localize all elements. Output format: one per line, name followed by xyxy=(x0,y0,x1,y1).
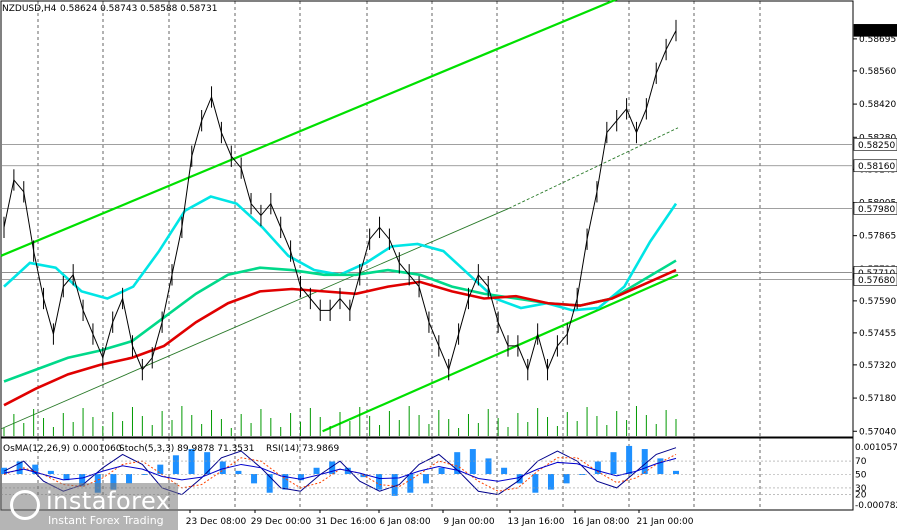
level-label-box xyxy=(853,159,897,173)
y-tick-label: 0.58420 xyxy=(859,100,896,110)
osma-bar xyxy=(63,474,70,481)
price-path xyxy=(3,30,677,372)
x-tick-label: 29 Dec 00:00 xyxy=(251,517,312,527)
osma-bar xyxy=(157,464,164,474)
x-tick-label: 21 Jan 00:00 xyxy=(637,517,694,527)
osma-bar xyxy=(407,474,414,493)
rsi-label: RSI(14) 73.9869 xyxy=(266,444,339,454)
osma-bar xyxy=(235,470,242,474)
main-grid xyxy=(37,1,761,437)
x-tick-label: 23 Dec 08:00 xyxy=(186,517,247,527)
price-axis: 0.570400.571800.573200.574550.575900.577… xyxy=(853,35,896,437)
instaforex-logo-icon xyxy=(10,490,40,520)
stoch-main-line xyxy=(3,447,677,496)
y-tick-label: 0.57320 xyxy=(859,361,896,371)
osma-bar xyxy=(454,452,461,474)
oscillator-level-label: 70 xyxy=(855,457,867,467)
osma-bar xyxy=(266,474,273,493)
osma-bar xyxy=(641,449,648,474)
osma-bar xyxy=(376,474,383,490)
level-label-box xyxy=(853,202,897,215)
channel-middle-line xyxy=(508,127,679,209)
osma-bar xyxy=(626,445,633,474)
x-tick-label: 6 Jan 08:00 xyxy=(379,517,431,527)
osma-bar xyxy=(547,474,554,490)
osma-bar xyxy=(469,449,476,474)
level-label: 0.58160 xyxy=(858,162,895,172)
osma-bar xyxy=(251,474,258,484)
oscillator-level-label: 30 xyxy=(855,484,867,494)
x-tick-label: 9 Jan 00:00 xyxy=(443,517,495,527)
osma-bar xyxy=(110,474,117,490)
osma-bar xyxy=(79,474,86,487)
y-tick-label: 0.57040 xyxy=(859,427,896,437)
osma-bar xyxy=(16,461,23,474)
osma-bar xyxy=(204,452,211,474)
osma-bar xyxy=(532,474,539,493)
osma-bar xyxy=(438,467,445,474)
y-tick-label: 0.57455 xyxy=(859,329,896,339)
symbol-label: NZDUSD,H4 xyxy=(2,4,57,14)
oscillator-level-label: 50 xyxy=(855,471,867,481)
level-label: 0.57980 xyxy=(858,205,895,215)
channel-lower-line xyxy=(322,273,679,433)
x-tick-label: 13 Jan 16:00 xyxy=(508,517,565,527)
y-tick-label: 0.57590 xyxy=(859,297,896,307)
osma-bar xyxy=(32,464,39,474)
logo-tagline: Instant Forex Trading xyxy=(48,514,164,527)
osma-axis-min: -0.000782 xyxy=(855,501,897,511)
y-tick-label: 0.57180 xyxy=(859,394,896,404)
x-tick-label: 31 Dec 16:00 xyxy=(316,517,377,527)
osma-bar xyxy=(422,474,429,484)
osma-bar xyxy=(47,470,54,474)
osma-bar xyxy=(610,452,617,474)
osma-bar xyxy=(594,461,601,474)
y-tick-label: 0.57865 xyxy=(859,232,896,242)
osma-bar xyxy=(126,474,133,484)
osma-bar xyxy=(485,458,492,474)
channel-upper-line xyxy=(0,0,618,257)
osma-bar xyxy=(329,461,336,474)
trend-channel xyxy=(0,0,679,433)
osma-bar xyxy=(141,474,148,475)
level-label-box xyxy=(853,138,897,151)
level-label: 0.58731 xyxy=(858,27,895,37)
logo-name: instaforex xyxy=(46,487,171,515)
osma-bar xyxy=(391,474,398,496)
level-label: 0.57680 xyxy=(858,276,895,286)
y-tick-label: 0.58695 xyxy=(859,35,896,45)
main-pane xyxy=(0,0,854,438)
oscillator-level-label: 20 xyxy=(855,491,867,501)
time-axis: 23 Dec 08:00 29 Dec 00:00 31 Dec 16:00 6 Ja… xyxy=(186,510,694,527)
osma-bar xyxy=(501,467,508,474)
osma-axis-max: 0.0010579 xyxy=(855,443,897,453)
osma-bar xyxy=(282,474,289,490)
x-tick-label: 16 Jan 08:00 xyxy=(573,517,630,527)
osma-bar xyxy=(188,449,195,474)
level-label: 0.58250 xyxy=(858,141,895,151)
osma-label: OsMA(12,26,9) 0.0001060 xyxy=(3,444,122,454)
y-tick-label: 0.58560 xyxy=(859,67,896,77)
osma-bar xyxy=(172,455,179,474)
level-label-box xyxy=(853,24,897,37)
price-series xyxy=(3,19,677,381)
osma-bar xyxy=(657,458,664,474)
ohlc-values: 0.58624 0.58743 0.58588 0.58731 xyxy=(60,4,217,14)
osma-bar xyxy=(673,470,679,474)
oscillator-lines xyxy=(3,447,677,496)
level-label-box xyxy=(853,273,897,286)
osma-bar xyxy=(563,474,570,484)
osma-bar xyxy=(297,474,304,481)
volume-bars xyxy=(3,406,677,436)
level-labels: 0.587310.582500.581600.579800.577100.576… xyxy=(853,24,897,286)
osma-bar xyxy=(219,461,226,474)
rsi-line xyxy=(3,457,677,482)
stoch-label: Stoch(5,3,3) 89.9878 71.3531 xyxy=(119,444,254,454)
osma-bar xyxy=(313,467,320,474)
